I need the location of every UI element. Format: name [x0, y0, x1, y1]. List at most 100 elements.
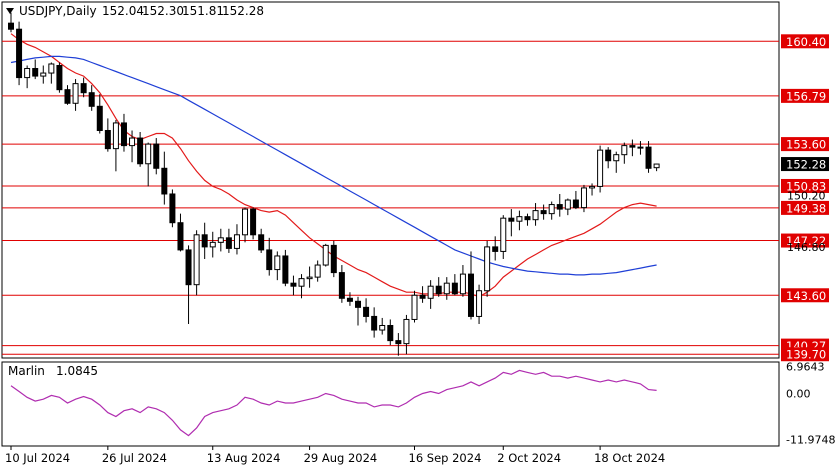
- candle-body-down: [290, 282, 297, 287]
- candle: [72, 79, 79, 111]
- axis-tick-label: 146.80: [787, 241, 826, 254]
- level-label-box: [781, 34, 829, 49]
- candle-body-up: [516, 216, 523, 222]
- indicator-value: 1.0845: [56, 364, 98, 378]
- candle-body-down: [540, 210, 547, 215]
- level-label-text: 139.70: [786, 348, 826, 362]
- candle-body-down: [338, 272, 345, 299]
- candle-body-up: [580, 187, 587, 209]
- candle: [209, 231, 216, 258]
- candle-body-up: [217, 237, 224, 243]
- candle-body-down: [355, 300, 362, 308]
- candle: [193, 230, 200, 296]
- candle-body-down: [80, 83, 87, 94]
- candle: [16, 21, 23, 86]
- candle-body-up: [621, 145, 628, 156]
- candle-body-down: [282, 255, 289, 284]
- candle-body-up: [145, 143, 152, 165]
- x-tick-label: 26 Jul 2024: [102, 451, 167, 465]
- dropdown-arrow-icon[interactable]: [6, 8, 14, 14]
- candle-body-up: [532, 210, 539, 221]
- candle: [56, 62, 63, 93]
- candle-body-up: [48, 63, 55, 74]
- candle-body-down: [629, 145, 636, 148]
- candle: [427, 280, 434, 309]
- candle: [524, 213, 531, 226]
- candle: [492, 236, 499, 261]
- level-label-box: [781, 178, 829, 193]
- candle: [112, 119, 119, 172]
- candle: [225, 228, 232, 253]
- candle-body-up: [597, 149, 604, 187]
- candle: [572, 190, 579, 210]
- candle-body-down: [451, 282, 458, 295]
- candle: [532, 203, 539, 226]
- candle-body-down: [556, 204, 563, 210]
- x-tick-label: 10 Jul 2024: [5, 451, 70, 465]
- candle-body-down: [605, 149, 612, 162]
- candle-body-down: [395, 340, 402, 345]
- candle: [363, 298, 370, 323]
- candle-body-up: [613, 154, 620, 162]
- candle: [346, 292, 353, 306]
- level-label-text: 153.60: [786, 138, 826, 152]
- candle: [605, 147, 612, 169]
- candle-body-up: [24, 68, 31, 79]
- candle: [597, 145, 604, 193]
- candle: [443, 277, 450, 300]
- candle-body-down: [266, 249, 273, 271]
- candle: [322, 243, 329, 267]
- candle: [589, 183, 596, 196]
- candle: [217, 228, 224, 252]
- marlin-oscillator-line: [10, 369, 657, 437]
- candle-body-down: [137, 137, 144, 165]
- candle-body-up: [589, 185, 596, 189]
- candle: [564, 198, 571, 216]
- candle: [476, 284, 483, 324]
- candle: [467, 251, 474, 320]
- candle-body-up: [411, 294, 418, 320]
- indicator-tick-label: 0.00: [786, 387, 811, 400]
- candle: [500, 215, 507, 259]
- candle-body-up: [298, 278, 305, 287]
- candle: [250, 207, 257, 240]
- candle-body-down: [346, 297, 353, 302]
- x-tick-label: 13 Aug 2024: [207, 451, 281, 465]
- candle: [185, 245, 192, 324]
- indicator-tick-label: 6.9643: [786, 361, 825, 374]
- symbol-label: USDJPY,Daily: [19, 4, 97, 18]
- x-tick-label: 18 Oct 2024: [594, 451, 665, 465]
- candle-body-up: [129, 137, 136, 147]
- candle-body-down: [258, 234, 265, 251]
- candle-body-down: [16, 28, 23, 79]
- candle: [411, 290, 418, 323]
- candle: [298, 274, 305, 299]
- candle: [32, 59, 39, 80]
- level-label-box: [781, 137, 829, 152]
- level-label-text: 149.38: [786, 201, 826, 215]
- candle-body-up: [476, 290, 483, 317]
- level-label-box: [781, 88, 829, 103]
- candle-body-up: [500, 217, 507, 252]
- candle-body-down: [64, 89, 71, 104]
- candle-body-down: [225, 237, 232, 249]
- level-label-box: [781, 200, 829, 215]
- candle-body-up: [40, 72, 47, 77]
- level-label-box: [781, 288, 829, 303]
- candle-body-up: [306, 276, 313, 280]
- candle: [314, 260, 321, 282]
- candle-body-down: [177, 222, 184, 251]
- x-tick-label: 2 Oct 2024: [497, 451, 561, 465]
- candle: [169, 189, 176, 228]
- candle: [645, 141, 652, 173]
- x-tick-label: 29 Aug 2024: [304, 451, 378, 465]
- indicator-pane-frame: [1, 361, 780, 447]
- candle-body-up: [484, 246, 491, 292]
- candle: [653, 163, 660, 172]
- candle: [24, 65, 31, 89]
- candle: [161, 151, 168, 205]
- candle: [153, 138, 160, 175]
- candle-body-down: [419, 294, 426, 299]
- candle: [306, 266, 313, 288]
